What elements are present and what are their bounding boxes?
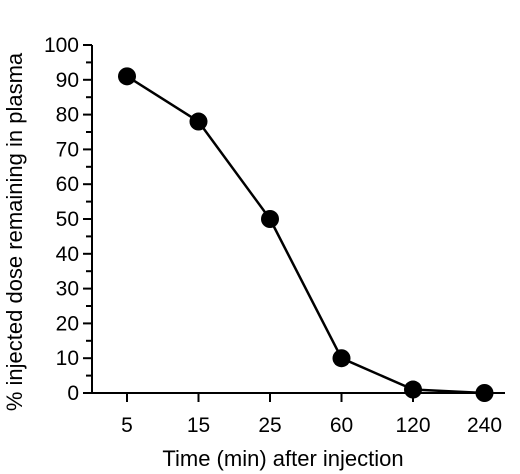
y-tick-label: 90 bbox=[56, 69, 79, 92]
y-tick-label: 20 bbox=[56, 312, 79, 335]
x-axis-title: Time (min) after injection bbox=[162, 446, 403, 471]
x-tick-label: 120 bbox=[395, 414, 430, 437]
y-axis-title: % injected dose remaining in plasma bbox=[2, 52, 27, 411]
x-tick-label: 25 bbox=[258, 414, 281, 437]
data-point bbox=[404, 380, 422, 399]
y-tick-label: 70 bbox=[56, 138, 79, 161]
y-tick-label: 10 bbox=[56, 347, 79, 370]
y-tick-label: 80 bbox=[56, 104, 79, 127]
x-tick-label: 60 bbox=[330, 414, 353, 437]
data-point bbox=[118, 67, 136, 86]
y-tick-label: 60 bbox=[56, 173, 79, 196]
y-tick-label: 50 bbox=[56, 208, 79, 231]
y-axis: 0 10 20 30 40 50 60 70 80 90 100 bbox=[44, 34, 93, 405]
x-axis: 5 15 25 60 120 240 bbox=[92, 392, 505, 437]
y-tick-label: 100 bbox=[44, 34, 79, 57]
x-tick-label: 5 bbox=[121, 414, 133, 437]
data-point bbox=[475, 384, 494, 402]
y-tick-label: 30 bbox=[56, 278, 79, 301]
data-point bbox=[261, 210, 279, 228]
series-line bbox=[126, 75, 485, 395]
y-tick-label: 40 bbox=[56, 243, 79, 266]
series-group bbox=[118, 67, 494, 402]
x-tick-label: 240 bbox=[467, 414, 502, 437]
data-point bbox=[332, 349, 351, 368]
data-point bbox=[189, 112, 208, 131]
y-tick-label: 0 bbox=[67, 382, 79, 405]
x-tick-label: 15 bbox=[187, 414, 210, 437]
